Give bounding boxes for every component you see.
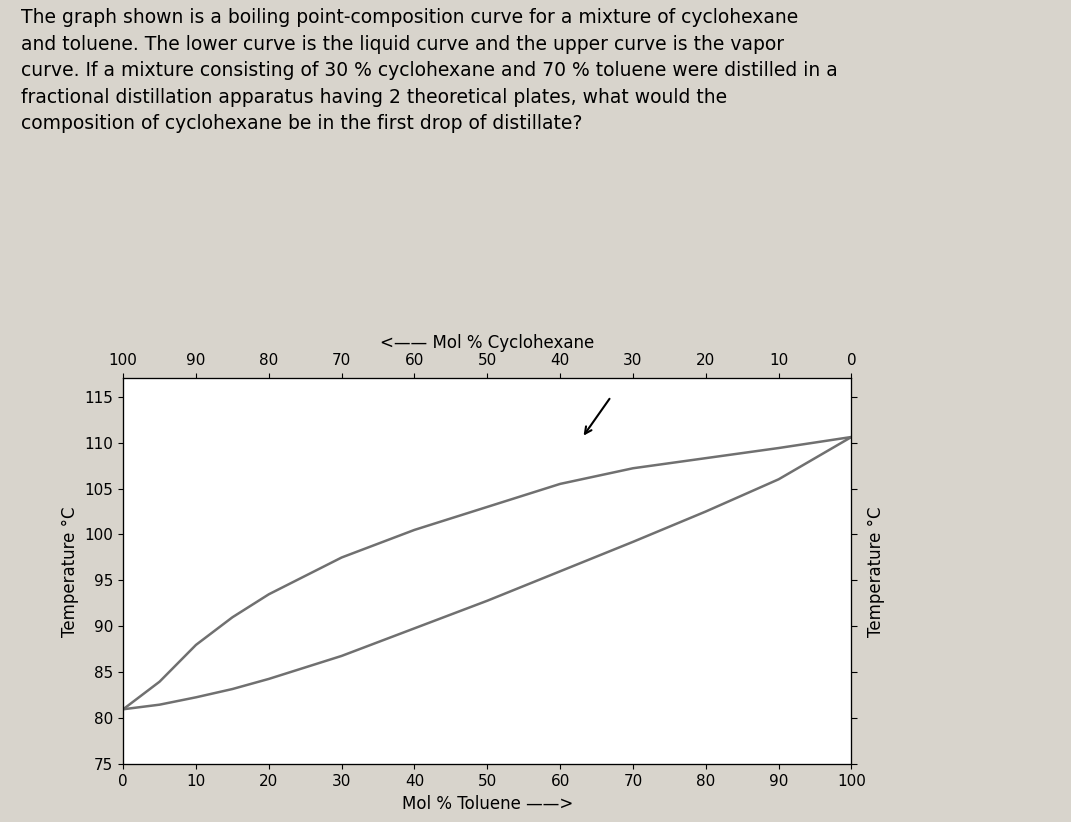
Y-axis label: Temperature °C: Temperature °C — [61, 506, 79, 636]
X-axis label: Mol % Toluene ——>: Mol % Toluene ——> — [402, 795, 573, 813]
X-axis label: <—— Mol % Cyclohexane: <—— Mol % Cyclohexane — [380, 334, 594, 352]
Text: The graph shown is a boiling point-composition curve for a mixture of cyclohexan: The graph shown is a boiling point-compo… — [21, 8, 839, 133]
Y-axis label: Temperature °C: Temperature °C — [868, 506, 886, 636]
